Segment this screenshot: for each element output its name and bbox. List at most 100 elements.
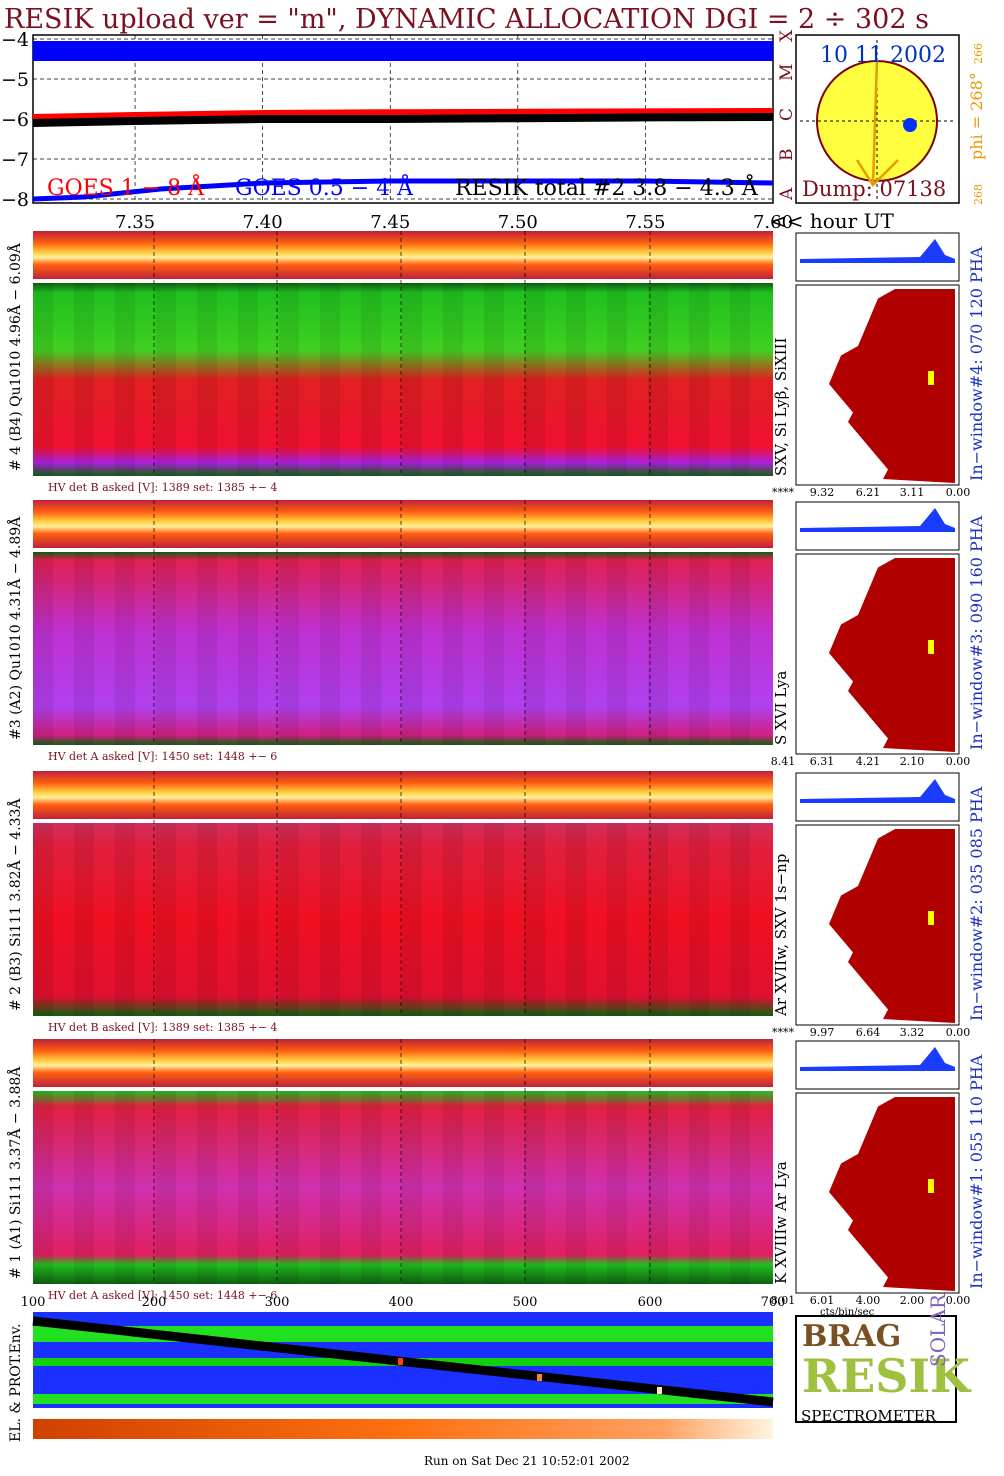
pha-histogram-shape [829,1097,955,1291]
spectrogram-stripe [648,552,668,745]
small-histogram-shape [800,508,955,532]
spectrogram-stripe [566,823,586,1016]
phi-arrow-head [855,159,899,187]
goes-x-tick-2: 7.45 [370,212,410,233]
spectrogram-stripe [607,283,627,476]
spectrogram-stripe [279,283,299,476]
logo-caption: SPECTROMETER [801,1407,937,1425]
goes-y-tick-2: −6 [1,109,29,131]
spectrogram-stripe [156,1091,176,1284]
hv-status: HV det B asked [V]: 1389 set: 1385 +− 4 [48,481,277,494]
spectrogram-stripe [115,552,135,745]
goes-series [32,41,774,202]
spectral-lines-label: S XVI Lya [772,671,790,745]
small-histogram-shape [800,239,955,263]
goes-short-series [32,178,774,202]
spectrogram-stripe [238,552,258,745]
spectrogram-stripe [156,552,176,745]
histogram-scale-label: 6.01 [810,1294,835,1307]
goes-x-tick-4: 7.55 [625,212,665,233]
logo-frame [795,1315,957,1423]
histogram-scale-label: 8.41 [771,755,796,768]
bottom-axis-tick-2: 300 [265,1295,290,1310]
histogram-scale-label: 2.10 [900,755,925,768]
spectrogram-stripe [33,283,53,476]
spectrogram-stripe [402,552,422,745]
spectrogram-stripe [689,1091,709,1284]
spectrogram-stripe [607,1091,627,1284]
histogram-scale-label: 0.00 [946,1026,971,1039]
spectrogram-stripe [484,823,504,1016]
histogram-scale-label: **** [772,1026,795,1039]
small-histogram-shape [800,1047,955,1071]
spectrogram-stripe [238,1091,258,1284]
logo-word-brag: BRAG [802,1319,901,1354]
env-marker-3 [657,1387,662,1394]
spectral-lines-label: Ar XVIIw, SXV 1s−np [772,854,790,1017]
spectrogram-stripe [197,552,217,745]
channel-label: # 2 (B3) Si111 3.82Å − 4.33Å [6,798,24,1011]
resik-total-series [32,113,774,127]
bottom-axis-tick-4: 500 [513,1295,538,1310]
histogram-scale-unit: cts/bin/sec [820,1307,875,1318]
channel-2: # 2 (B3) Si111 3.82Å − 4.33Å HV det B ask… [6,771,986,1039]
spectrogram-stripe [484,283,504,476]
goes-x-tick-1: 7.40 [243,212,283,233]
histogram-scale-label: 8.01 [771,1294,796,1307]
pha-window-marker [928,640,934,654]
spectrogram-stripe [238,823,258,1016]
goes-y-ticks: −4 −5 −6 −7 −8 [1,29,29,211]
raw-spectrum-strip [33,231,773,279]
histogram-scale-label: **** [772,486,795,499]
phi-sub: 266 [972,43,985,64]
histogram-scale-label: 4.21 [856,755,881,768]
spectrogram-stripe [279,823,299,1016]
goes-light-curve-panel: −4 −5 −6 −7 −8 X M C B A GOES 1 − 8 Å GOES 0… [1,29,894,233]
spectrogram-stripe [74,1091,94,1284]
spectrogram-stripe [689,823,709,1016]
spectrogram-stripe [197,283,217,476]
env-color-bar [33,1419,773,1439]
goes-x-tick-5: 7.60 [753,212,793,233]
spectrogram-stripe [361,552,381,745]
legend-resik-total: RESIK total #2 3.8 − 4.3 Å [455,173,759,201]
histogram-scale-label: 6.21 [856,486,881,499]
page-title: RESIK upload ver = "m", DYNAMIC ALLOCATI… [4,4,929,35]
spectrogram-stripe [74,283,94,476]
spectrogram-stripe [730,283,750,476]
bottom-axis-tick-0: 100 [21,1295,46,1310]
spectrogram-stripe [197,823,217,1016]
spectrogram-stripe [730,552,750,745]
goes-y-tick-4: −8 [1,189,29,211]
channel-label: #3 (A2) Qu1010 4.31Å − 4.89Å [6,516,24,740]
spectrogram-stripe [566,283,586,476]
histogram-scale-label: 0.00 [946,486,971,499]
spectrogram-stripe [607,552,627,745]
env-band-3 [33,1394,773,1404]
spectrogram-stripe [525,552,545,745]
env-label: EL. & PROT.Env. [8,1324,24,1442]
pha-window-marker [928,371,934,385]
bottom-axis-tick-3: 400 [389,1295,414,1310]
spectrogram-stripe [197,1091,217,1284]
goes-x-tick-0: 7.35 [115,212,155,233]
spectrogram-stripe [361,283,381,476]
spectrogram-stripe [525,823,545,1016]
spectrogram-stripe [689,552,709,745]
flare-class-b: B [777,149,797,162]
pha-histogram-shape [829,558,955,752]
spectrogram-stripe [484,1091,504,1284]
goes-flare-class-letters: X M C B A [777,29,797,201]
hv-status: HV det B asked [V]: 1389 set: 1385 +− 4 [48,1021,277,1034]
env-marker-1 [398,1358,403,1365]
spectrogram-stripe [525,1091,545,1284]
pha-window-marker [928,1179,934,1193]
histogram-scale-label: 3.11 [900,486,925,499]
spectrogram-stripe [279,1091,299,1284]
spectrogram-stripe [648,1091,668,1284]
legend-goes-short: GOES 0.5 − 4 Å [235,173,414,201]
raw-spectrum-strip [33,500,773,548]
flare-class-c: C [777,108,797,121]
dump-number: Dump: 07138 [802,177,946,201]
histogram-scale-label: 0.00 [946,1294,971,1307]
